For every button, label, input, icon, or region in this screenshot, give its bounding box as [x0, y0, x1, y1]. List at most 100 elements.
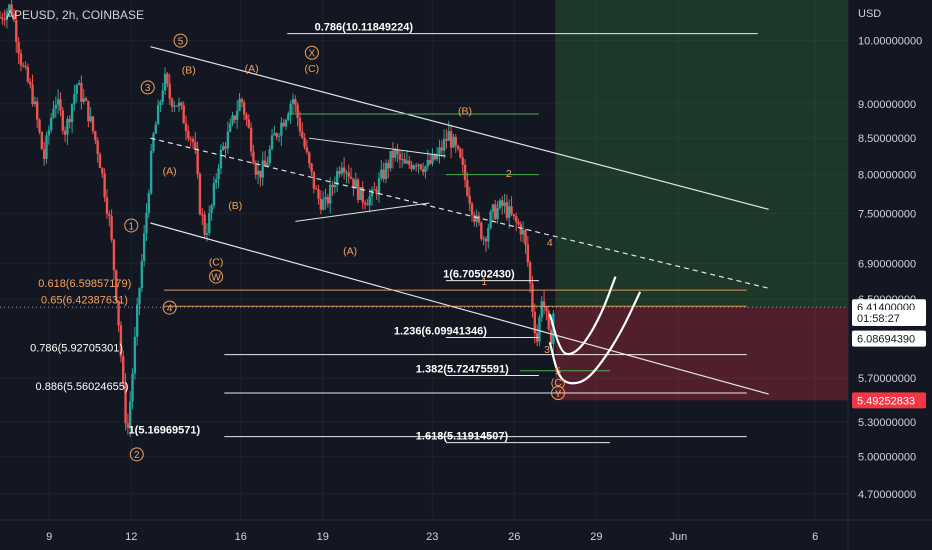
candle-body [196, 149, 199, 175]
candle-body [296, 104, 299, 118]
wave-label: 4 [547, 237, 553, 249]
candle-body [115, 270, 118, 301]
wave-label: (B) [458, 105, 472, 117]
candle-body [198, 174, 202, 215]
candle-body [3, 19, 6, 21]
candle-body [187, 130, 190, 139]
candle-body [247, 119, 250, 128]
grid [0, 0, 848, 520]
candle-body [256, 170, 260, 175]
candle-body [473, 214, 476, 222]
candle-body [52, 108, 55, 118]
candle-body [538, 317, 541, 342]
candle-body [122, 356, 125, 383]
candle-body [342, 167, 346, 173]
candle-body [68, 119, 71, 123]
candle-body [31, 84, 34, 105]
candle-body [101, 168, 104, 174]
wave-label-circled: 4 [162, 300, 177, 315]
candle-body [1, 17, 4, 20]
candle-body [494, 204, 497, 220]
candle-body [408, 160, 411, 165]
candle-body [212, 183, 216, 206]
wave-text: W [211, 272, 221, 283]
candle-body [275, 133, 278, 137]
candle-body [333, 185, 337, 188]
candle-body [177, 102, 181, 107]
wave-circle [124, 218, 139, 233]
candle-body [8, 4, 11, 12]
candle-body [66, 119, 69, 135]
candle-body [222, 146, 225, 150]
wave-label-circled: 1 [124, 218, 139, 233]
candle-body [501, 200, 504, 206]
candle-body [528, 262, 532, 284]
candle-body [149, 150, 153, 194]
candle-body [533, 311, 536, 334]
candle-body [5, 11, 9, 20]
candle-body [59, 99, 62, 111]
candle-body [19, 53, 23, 66]
candle-body [415, 165, 418, 167]
candle-body [549, 329, 553, 344]
candle-body [394, 149, 397, 158]
candle-body [131, 373, 134, 402]
candle-body [166, 73, 169, 84]
candle-body [259, 170, 262, 178]
wave-label: (A) [163, 166, 177, 178]
wave-label: (C) [209, 256, 224, 268]
time-tick-label: 12 [125, 531, 137, 543]
price-tick-label: 7.50000000 [858, 208, 916, 220]
candle-body [129, 401, 132, 428]
candle-body [468, 195, 471, 204]
wave-text: Y [555, 389, 562, 400]
candle-body [254, 163, 257, 175]
candle-body [47, 130, 51, 136]
candle-body [326, 197, 330, 204]
candle-body [282, 122, 285, 127]
candle-body [75, 85, 78, 95]
candle-body [470, 203, 474, 215]
candle-body [280, 122, 283, 136]
fib-level-label: 0.786(5.92705301) [30, 343, 123, 355]
candle-body [38, 119, 41, 133]
price-tick-label: 5.00000000 [858, 452, 916, 464]
candle-body [508, 206, 511, 218]
price-tick-label: 8.00000000 [858, 170, 916, 182]
candle-body [356, 179, 360, 200]
wave-label: (C) [551, 377, 566, 389]
candle-body [531, 283, 534, 312]
candle-body [540, 301, 543, 318]
candle-body [263, 160, 267, 167]
wave-circle [129, 447, 144, 462]
candle-body [201, 214, 204, 216]
candle-body [112, 239, 116, 271]
candle-body [542, 301, 546, 307]
candle-body [289, 103, 292, 115]
candle-body [335, 171, 339, 186]
candle-body [45, 135, 48, 159]
candle-body [105, 197, 109, 215]
candle-body [319, 198, 323, 210]
candle-body [70, 104, 74, 123]
candle-body [12, 13, 16, 21]
zone-loss [555, 307, 848, 401]
candle-body [91, 116, 95, 132]
candle-body [328, 184, 332, 204]
candle-body [324, 197, 327, 200]
candle-body [412, 165, 416, 169]
candle-body [73, 94, 76, 105]
candle-body [168, 83, 171, 99]
candle-body [135, 304, 139, 337]
fib-level-label: 0.886(5.56024655) [36, 381, 129, 393]
wave-text: 4 [167, 303, 173, 314]
candle-body [382, 169, 385, 180]
candle-body [305, 147, 309, 153]
candle-body [445, 138, 448, 141]
wave-label-circled: Y [551, 386, 566, 401]
chart-title: APEUSD, 2h, COINBASE [6, 8, 145, 22]
candle-body [56, 99, 60, 105]
price-badge-text: 6.08694390 [857, 334, 915, 346]
candle-body [447, 131, 450, 141]
